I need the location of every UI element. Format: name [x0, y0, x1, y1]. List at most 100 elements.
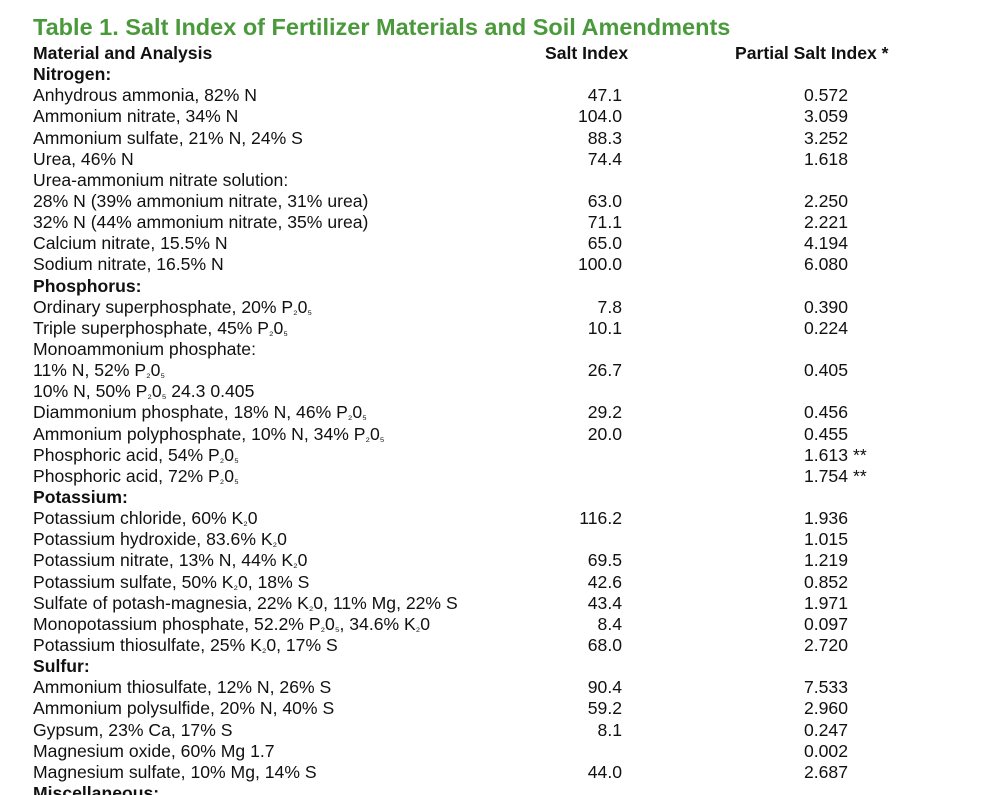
table-row: Ammonium polyphosphate, 10% N, 34% P₂0₅ 2… — [0, 424, 1000, 445]
table-body: Nitrogen: Anhydrous ammonia, 82% N 47.1 0.5… — [0, 64, 1000, 795]
salt-index-cell: 29.2 — [587, 402, 622, 423]
salt-index-cell: 104.0 — [577, 106, 622, 127]
table-row: 28% N (39% ammonium nitrate, 31% urea) 63… — [0, 191, 1000, 212]
table-row: Diammonium phosphate, 18% N, 46% P₂0₅ 29.… — [0, 402, 1000, 423]
salt-index-cell: 7.8 — [597, 296, 622, 317]
salt-index-cell: 65.0 — [587, 233, 622, 254]
header-material: Material and Analysis — [33, 43, 213, 63]
material-cell: Potassium sulfate, 50% K₂0, 18% S — [33, 571, 310, 592]
material-cell: Urea, 46% N — [33, 148, 134, 169]
partial-salt-index-cell: 0.455 — [803, 423, 848, 444]
table-row: Urea-ammonium nitrate solution: — [0, 170, 1000, 191]
section-header: Potassium: — [0, 487, 1000, 508]
material-cell: Miscellaneous: — [33, 782, 160, 795]
material-cell: 11% N, 52% P₂0₅ — [33, 360, 166, 381]
material-cell: Monoammonium phosphate: — [33, 338, 256, 359]
salt-index-cell: 59.2 — [587, 698, 622, 719]
table-row: 11% N, 52% P₂0₅ 26.7 0.405 — [0, 360, 1000, 381]
table-row: Monoammonium phosphate: — [0, 339, 1000, 360]
partial-salt-index-cell: 7.533 — [803, 677, 848, 698]
table-row: Ordinary superphosphate, 20% P₂0₅ 7.8 0.39… — [0, 297, 1000, 318]
table-row: Potassium sulfate, 50% K₂0, 18% S 42.6 0.8… — [0, 572, 1000, 593]
material-cell: 28% N (39% ammonium nitrate, 31% urea) — [33, 190, 369, 211]
partial-salt-index-cell: 2.250 — [803, 190, 848, 211]
partial-salt-index-cell: 0.247 — [803, 719, 848, 740]
material-cell: Magnesium oxide, 60% Mg 1.7 — [33, 740, 275, 761]
material-cell: Potassium thiosulfate, 25% K₂0, 17% S — [33, 634, 338, 655]
table-row: Potassium nitrate, 13% N, 44% K₂0 69.5 1.2… — [0, 550, 1000, 571]
salt-index-cell: 63.0 — [587, 190, 622, 211]
material-cell: Sodium nitrate, 16.5% N — [33, 254, 224, 275]
table-row: Anhydrous ammonia, 82% N 47.1 0.572 — [0, 85, 1000, 106]
material-cell: Phosphoric acid, 72% P₂0₅ — [33, 465, 239, 486]
material-cell: Diammonium phosphate, 18% N, 46% P₂0₅ — [33, 402, 367, 423]
partial-salt-index-cell: 1.219 — [803, 550, 848, 571]
salt-index-cell: 43.4 — [587, 592, 622, 613]
partial-salt-index-cell: 1.754 — [803, 465, 848, 486]
material-cell: Magnesium sulfate, 10% Mg, 14% S — [33, 761, 317, 782]
table-row: Potassium chloride, 60% K₂0 116.2 1.936 — [0, 508, 1000, 529]
table-row: 10% N, 50% P₂0₅ 24.3 0.405 — [0, 381, 1000, 402]
material-cell: Sulfur: — [33, 656, 90, 677]
partial-salt-index-cell: 2.720 — [803, 634, 848, 655]
section-header: Sulfur: — [0, 656, 1000, 677]
table-row: Ammonium nitrate, 34% N 104.0 3.059 — [0, 106, 1000, 127]
partial-salt-index-cell: 1.015 — [803, 529, 848, 550]
table-row: Potassium thiosulfate, 25% K₂0, 17% S 68.… — [0, 635, 1000, 656]
material-cell: 10% N, 50% P₂0₅ 24.3 0.405 — [33, 381, 255, 402]
partial-salt-index-cell: 0.390 — [803, 296, 848, 317]
salt-index-cell: 71.1 — [587, 212, 622, 233]
salt-index-cell: 10.1 — [587, 317, 622, 338]
material-cell: Sulfate of potash-magnesia, 22% K₂0, 11%… — [33, 592, 458, 613]
material-cell: Ammonium polysulfide, 20% N, 40% S — [33, 698, 335, 719]
material-cell: Urea-ammonium nitrate solution: — [33, 169, 289, 190]
salt-index-cell: 8.1 — [597, 719, 622, 740]
partial-salt-index-cell: 3.059 — [803, 106, 848, 127]
section-header: Phosphorus: — [0, 276, 1000, 297]
partial-salt-index-cell: 1.936 — [803, 508, 848, 529]
section-header: Nitrogen: — [0, 64, 1000, 85]
partial-salt-index-cell: 0.572 — [803, 85, 848, 106]
salt-index-table: Material and Analysis Salt Index Partial… — [0, 43, 1000, 795]
salt-index-cell: 69.5 — [587, 550, 622, 571]
material-cell: Ammonium thiosulfate, 12% N, 26% S — [33, 677, 332, 698]
material-cell: Ammonium sulfate, 21% N, 24% S — [33, 127, 303, 148]
material-cell: Triple superphosphate, 45% P₂0₅ — [33, 317, 288, 338]
salt-index-cell: 100.0 — [577, 254, 622, 275]
material-cell: Monopotassium phosphate, 52.2% P₂0₅, 34.… — [33, 613, 431, 634]
partial-salt-index-cell: 0.224 — [803, 317, 848, 338]
salt-index-cell: 88.3 — [587, 127, 622, 148]
salt-index-cell: 74.4 — [587, 148, 622, 169]
table-row: Calcium nitrate, 15.5% N 65.0 4.194 — [0, 233, 1000, 254]
material-cell: Potassium nitrate, 13% N, 44% K₂0 — [33, 550, 308, 571]
material-cell: Potassium hydroxide, 83.6% K₂0 — [33, 529, 287, 550]
table-row: Gypsum, 23% Ca, 17% S 8.1 0.247 — [0, 720, 1000, 741]
salt-index-cell: 44.0 — [587, 761, 622, 782]
table-row: Sulfate of potash-magnesia, 22% K₂0, 11%… — [0, 593, 1000, 614]
partial-salt-index-cell: 6.080 — [803, 254, 848, 275]
footnote-marker: ** — [853, 444, 867, 465]
material-cell: Potassium chloride, 60% K₂0 — [33, 508, 258, 529]
partial-salt-index-cell: 0.002 — [803, 740, 848, 761]
table-row: Triple superphosphate, 45% P₂0₅ 10.1 0.224 — [0, 318, 1000, 339]
table-row: Sodium nitrate, 16.5% N 100.0 6.080 — [0, 254, 1000, 275]
salt-index-cell: 68.0 — [587, 634, 622, 655]
partial-salt-index-cell: 2.221 — [803, 212, 848, 233]
table-row: Ammonium thiosulfate, 12% N, 26% S 90.4 7.… — [0, 677, 1000, 698]
partial-salt-index-cell: 3.252 — [803, 127, 848, 148]
partial-salt-index-cell: 0.097 — [803, 613, 848, 634]
salt-index-cell: 20.0 — [587, 423, 622, 444]
partial-salt-index-cell: 4.194 — [803, 233, 848, 254]
salt-index-cell: 8.4 — [597, 613, 622, 634]
table-row: Ammonium sulfate, 21% N, 24% S 88.3 3.252 — [0, 128, 1000, 149]
material-cell: Potassium: — [33, 486, 128, 507]
partial-salt-index-cell: 0.405 — [803, 360, 848, 381]
table-row: Potassium hydroxide, 83.6% K₂0 1.015 — [0, 529, 1000, 550]
table-row: Monopotassium phosphate, 52.2% P₂0₅, 34.… — [0, 614, 1000, 635]
salt-index-cell: 26.7 — [587, 360, 622, 381]
table-row: Phosphoric acid, 72% P₂0₅ 1.754 ** — [0, 466, 1000, 487]
table-header-row: Material and Analysis Salt Index Partial… — [0, 43, 1000, 64]
material-cell: Gypsum, 23% Ca, 17% S — [33, 719, 233, 740]
header-salt-index: Salt Index — [545, 43, 629, 63]
